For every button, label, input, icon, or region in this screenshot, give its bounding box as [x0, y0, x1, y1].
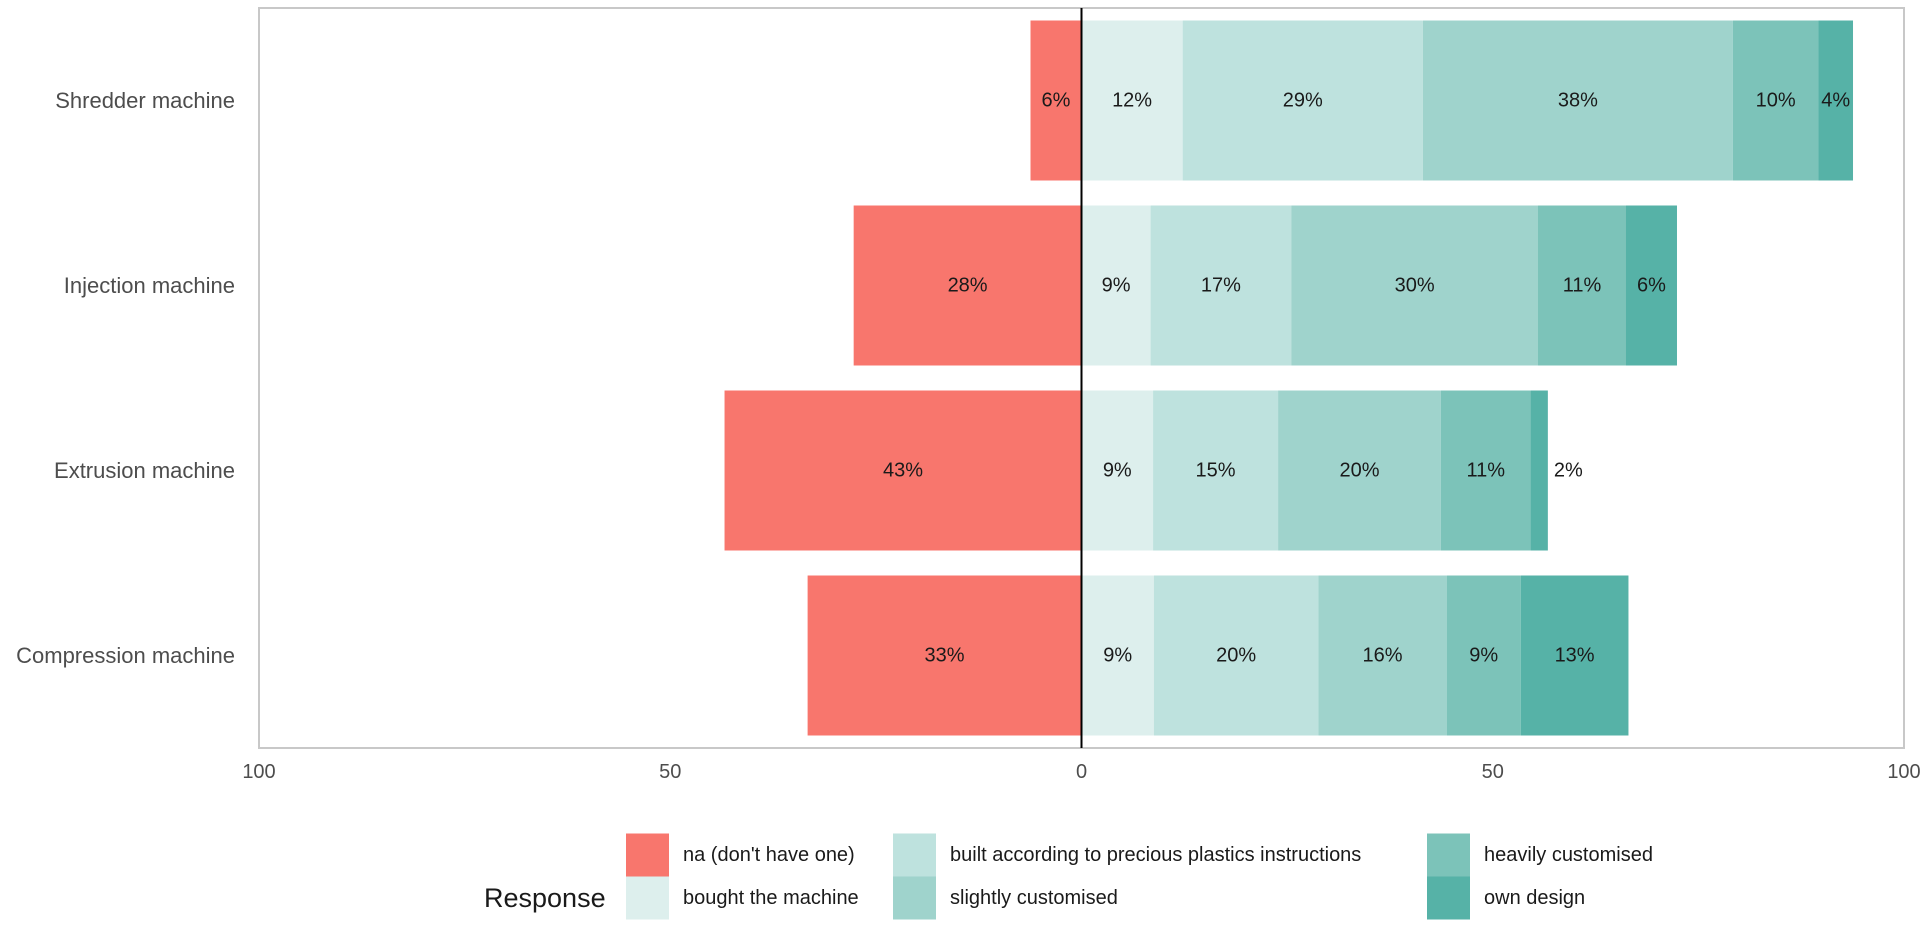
bar-value-label: 11% [1466, 460, 1505, 482]
legend-item-heavily-customised: heavily customised [1427, 833, 1653, 877]
legend-label: own design [1484, 887, 1585, 909]
bar-value-label: 38% [1558, 90, 1598, 112]
bar-value-label: 10% [1756, 90, 1796, 112]
legend-label: built according to precious plastics ins… [950, 844, 1361, 866]
x-tick-label: 50 [1482, 761, 1504, 783]
bar-value-label: 11% [1563, 275, 1602, 297]
bar-value-label: 16% [1363, 645, 1403, 667]
category-label: Shredder machine [55, 88, 235, 113]
bar-value-label: 4% [1821, 90, 1850, 112]
bar-built-according-to-precious-plastics-instructions [1150, 205, 1292, 366]
bar-heavily-customised [1537, 205, 1626, 366]
bar-heavily-customised [1440, 390, 1531, 551]
legend-swatch [626, 876, 669, 920]
bar-own-design [1625, 205, 1677, 366]
category-label: Compression machine [16, 643, 235, 668]
bar-value-label: 28% [948, 275, 988, 297]
bar-value-label: 20% [1339, 460, 1379, 482]
bar-heavily-customised [1732, 20, 1819, 181]
legend-title: Response [484, 883, 606, 913]
bar-bought-the-machine [1081, 390, 1154, 551]
bar-value-label: 13% [1555, 645, 1595, 667]
bar-own-design [1520, 575, 1629, 736]
legend-swatch [893, 833, 936, 877]
bar-value-label: 20% [1216, 645, 1256, 667]
bar-na-don-t-have-one [853, 205, 1082, 366]
legend-item-built-according-to-precious-plastics-instructions: built according to precious plastics ins… [893, 833, 1361, 877]
legend-swatch [1427, 876, 1470, 920]
bar-value-label: 12% [1112, 90, 1152, 112]
legend-swatch [626, 833, 669, 877]
bar-group-injection-machine: Injection machine 28% 9% 17% 30% 11% 6% [64, 205, 1677, 366]
legend-item-own-design: own design [1427, 876, 1585, 920]
legend-item-na-don-t-have-one: na (don't have one) [626, 833, 855, 877]
x-tick-label: 100 [242, 761, 275, 783]
bar-own-design [1530, 390, 1548, 551]
legend-label: slightly customised [950, 887, 1118, 909]
bar-built-according-to-precious-plastics-instructions [1153, 390, 1279, 551]
bar-slightly-customised [1318, 575, 1447, 736]
bar-value-label: 17% [1201, 275, 1241, 297]
bar-slightly-customised [1422, 20, 1733, 181]
bar-na-don-t-have-one [724, 390, 1082, 551]
legend-label: na (don't have one) [683, 844, 855, 866]
bar-bought-the-machine [1081, 20, 1183, 181]
legend: Response na (don't have one) bought the ma… [484, 833, 1653, 920]
category-label: Extrusion machine [54, 458, 235, 483]
bar-value-label: 9% [1103, 645, 1132, 667]
bar-bought-the-machine [1081, 205, 1151, 366]
bar-value-label: 9% [1469, 645, 1498, 667]
bar-value-label: 30% [1395, 275, 1435, 297]
bar-value-label: 33% [925, 645, 965, 667]
bar-slightly-customised [1291, 205, 1538, 366]
bar-built-according-to-precious-plastics-instructions [1153, 575, 1319, 736]
bar-value-label: 43% [883, 460, 923, 482]
bar-value-label: 2% [1554, 460, 1583, 482]
bar-value-label: 6% [1042, 90, 1071, 112]
bar-value-label: 9% [1102, 275, 1131, 297]
bar-built-according-to-precious-plastics-instructions [1182, 20, 1423, 181]
bar-group-compression-machine: Compression machine 33% 9% 20% 16% 9% 13% [16, 575, 1629, 736]
plot-area: Shredder machine 6% 12% 29% 38% 10% 4% Injectio… [16, 7, 1921, 783]
bar-value-label: 9% [1103, 460, 1132, 482]
legend-item-bought-the-machine: bought the machine [626, 876, 859, 920]
x-tick-label: 100 [1887, 761, 1920, 783]
bar-group-extrusion-machine: Extrusion machine 43% 9% 15% 20% 11% 2% [54, 390, 1583, 551]
bar-value-label: 29% [1283, 90, 1323, 112]
category-label: Injection machine [64, 273, 235, 298]
bar-na-don-t-have-one [1030, 20, 1082, 181]
x-tick-label: 0 [1076, 761, 1087, 783]
legend-swatch [1427, 833, 1470, 877]
x-tick-label: 50 [659, 761, 681, 783]
legend-item-slightly-customised: slightly customised [893, 876, 1118, 920]
legend-swatch [893, 876, 936, 920]
bar-bought-the-machine [1081, 575, 1154, 736]
legend-label: heavily customised [1484, 844, 1653, 866]
bar-heavily-customised [1446, 575, 1521, 736]
legend-label: bought the machine [683, 887, 859, 909]
bar-na-don-t-have-one [807, 575, 1082, 736]
bar-own-design [1818, 20, 1854, 181]
bar-group-shredder-machine: Shredder machine 6% 12% 29% 38% 10% 4% [55, 20, 1854, 181]
bar-value-label: 15% [1196, 460, 1236, 482]
bar-slightly-customised [1278, 390, 1441, 551]
bar-value-label: 6% [1637, 275, 1666, 297]
